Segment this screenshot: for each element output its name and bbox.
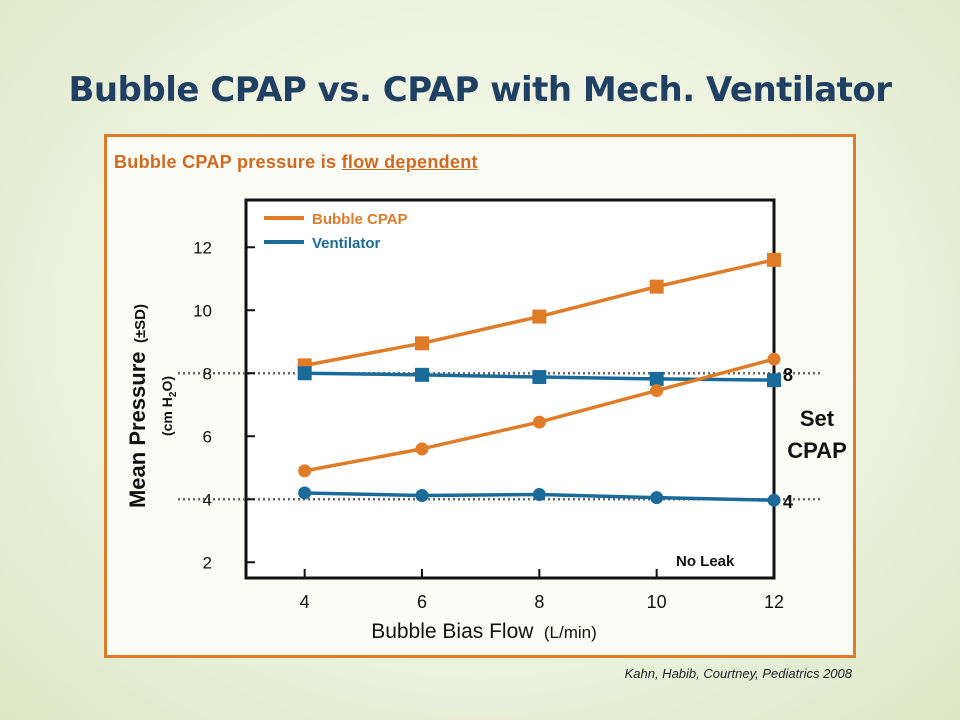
legend-label-bubble-cpap: Bubble CPAP <box>312 211 408 228</box>
data-point-ventilator-set-8 <box>532 370 547 385</box>
set-cpap-label-line2: CPAP <box>787 438 847 463</box>
x-axis-title-main: Bubble Bias Flow <box>371 620 534 643</box>
data-point-bubble-cpap-set-4 <box>298 464 312 478</box>
reference-label-4: 4 <box>783 492 793 512</box>
figure-subtitle: Bubble CPAP pressure is flow dependent <box>114 152 478 173</box>
y-axis-unit: (cm H2O) <box>159 376 179 436</box>
reference-label-8: 8 <box>783 365 793 385</box>
subtitle-text: Bubble CPAP pressure is <box>114 152 342 172</box>
data-point-ventilator-set-4 <box>415 488 429 502</box>
x-tick-label: 6 <box>417 592 427 612</box>
data-point-bubble-cpap-set-8 <box>649 279 664 294</box>
y-tick-label: 12 <box>193 238 212 257</box>
data-point-bubble-cpap-set-4 <box>415 442 429 456</box>
data-point-ventilator-set-4 <box>298 486 312 500</box>
x-tick-label: 10 <box>647 592 667 612</box>
y-tick-label: 10 <box>193 301 212 320</box>
no-leak-annotation: No Leak <box>676 553 735 570</box>
data-point-ventilator-set-8 <box>767 373 781 388</box>
x-axis-title: Bubble Bias Flow (L/min) <box>371 620 597 643</box>
data-point-ventilator-set-4 <box>767 493 781 507</box>
data-point-ventilator-set-4 <box>650 491 664 505</box>
y-tick-label: 8 <box>203 364 212 383</box>
data-point-bubble-cpap-set-4 <box>532 415 546 429</box>
legend-label-ventilator: Ventilator <box>312 235 381 252</box>
y-axis-title-main: Mean Pressure <box>125 351 150 508</box>
data-point-bubble-cpap-set-8 <box>532 309 547 324</box>
x-tick-label: 8 <box>534 592 544 612</box>
y-axis-unit-post: O) <box>159 376 175 392</box>
y-axis-unit-sub: 2 <box>168 391 179 397</box>
plot-area <box>244 198 776 580</box>
slide-title: Bubble CPAP vs. CPAP with Mech. Ventilat… <box>68 70 892 110</box>
data-point-bubble-cpap-set-4 <box>767 352 781 366</box>
set-cpap-label-line1: Set <box>800 406 835 431</box>
chart-legend: Bubble CPAP Ventilator <box>264 211 408 252</box>
data-point-ventilator-set-8 <box>649 371 664 386</box>
x-tick-label: 4 <box>300 592 310 612</box>
data-point-bubble-cpap-set-8 <box>415 336 429 351</box>
y-tick-label: 2 <box>203 553 212 572</box>
x-tick-label: 12 <box>764 592 784 612</box>
subtitle-emphasis: flow dependent <box>341 152 478 172</box>
y-axis-title-sd: (±SD) <box>132 304 149 343</box>
x-axis-title-unit: (L/min) <box>544 623 597 642</box>
data-point-bubble-cpap-set-8 <box>767 252 781 267</box>
data-point-ventilator-set-8 <box>297 366 312 381</box>
y-tick-label: 4 <box>203 490 212 509</box>
data-point-ventilator-set-4 <box>532 488 546 502</box>
y-axis-unit-pre: (cm H <box>159 397 175 436</box>
y-tick-label: 6 <box>203 427 212 446</box>
data-point-ventilator-set-8 <box>415 367 429 382</box>
data-point-bubble-cpap-set-4 <box>650 384 664 398</box>
y-axis-title: Mean Pressure (±SD) <box>125 304 150 508</box>
citation: Kahn, Habib, Courtney, Pediatrics 2008 <box>624 666 852 681</box>
